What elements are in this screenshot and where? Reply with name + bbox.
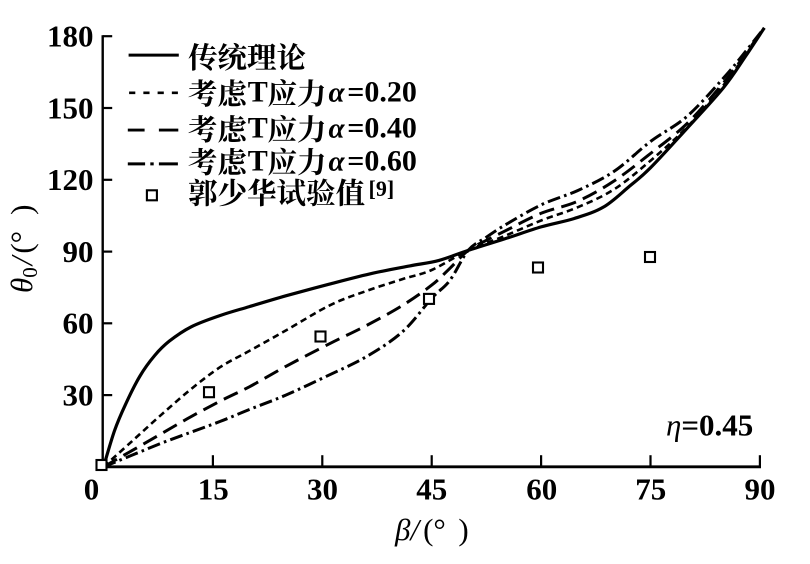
svg-text:150: 150 [47, 90, 94, 125]
svg-text:60: 60 [526, 472, 557, 507]
svg-text:=0.20: =0.20 [347, 76, 417, 109]
svg-text:T: T [248, 112, 268, 145]
svg-text:30: 30 [307, 472, 338, 507]
svg-text:=0.60: =0.60 [347, 144, 417, 177]
svg-text:=0.40: =0.40 [347, 112, 417, 145]
svg-text:45: 45 [416, 472, 447, 507]
svg-text:60: 60 [63, 306, 94, 341]
svg-text:β/(°): β/(°) [394, 512, 469, 547]
svg-text:θ0/(°): θ0/(°) [4, 205, 42, 293]
svg-text:15: 15 [198, 472, 229, 507]
svg-text:η=0.45: η=0.45 [666, 408, 753, 443]
svg-text:α: α [329, 77, 346, 109]
svg-text:[9]: [9] [369, 176, 395, 201]
svg-text:90: 90 [745, 472, 776, 507]
svg-text:30: 30 [63, 378, 94, 413]
svg-text:T: T [248, 76, 268, 109]
svg-text:α: α [329, 145, 346, 177]
svg-text:α: α [329, 113, 346, 145]
svg-text:90: 90 [63, 234, 94, 269]
svg-text:T: T [248, 144, 268, 177]
svg-text:75: 75 [635, 472, 666, 507]
svg-text:180: 180 [47, 19, 94, 54]
svg-text:0: 0 [84, 472, 100, 507]
svg-text:120: 120 [47, 162, 94, 197]
